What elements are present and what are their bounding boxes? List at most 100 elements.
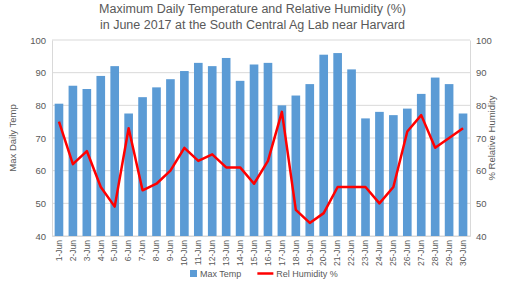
tick-label: 11-Jun [193,240,203,266]
tick-label: 100 [476,35,492,46]
chart: Maximum Daily Temperature and Relative H… [0,0,505,284]
y2-axis-title: % Relative Humidity [486,95,497,180]
tick: 8-Jun [151,236,161,261]
tick: 16-Jun [263,236,273,266]
tick-label: 19-Jun [304,240,314,266]
tick: 2-Jun [68,236,78,261]
tick-label: 7-Jun [137,240,147,262]
tick: 15-Jun [249,236,259,266]
tick: 100 [30,35,52,46]
tick: 18-Jun [291,236,301,266]
tick-label: 13-Jun [221,240,231,266]
tick-label: 60 [476,165,487,176]
tick-label: 21-Jun [332,240,342,266]
tick: 24-Jun [374,236,384,266]
tick-label: 8-Jun [151,240,161,262]
legend-item: Rel Humidity % [257,269,338,279]
title: Maximum Daily Temperature and Relative H… [99,2,406,32]
title-line: in June 2017 at the South Central Ag Lab… [100,18,405,32]
tick-label: 27-Jun [416,240,426,266]
tick: 4-Jun [95,236,105,261]
bar [333,53,342,236]
bar-series [55,53,468,236]
bar [236,81,245,236]
tick-label: 23-Jun [360,240,370,266]
tick-label: 2-Jun [68,240,78,262]
bar [222,58,231,236]
tick-label: 50 [35,198,46,209]
tick: 50 [35,198,52,209]
tick: 40 [35,231,52,242]
tick: 14-Jun [235,236,245,266]
line [59,112,463,223]
tick: 80 [470,100,487,111]
bar [110,66,119,236]
tick-label: 6-Jun [123,240,133,262]
bar [445,84,454,236]
tick: 29-Jun [444,236,454,266]
tick-label: 15-Jun [249,240,259,266]
axis-line [52,41,53,237]
legend-swatch [190,270,197,277]
tick-label: 4-Jun [95,240,105,262]
legend-item: Max Temp [190,269,241,279]
tick-label: 10-Jun [179,240,189,266]
tick-label: 5-Jun [109,240,119,262]
tick: 27-Jun [416,236,426,266]
grid-line [52,40,470,41]
tick-label: 40 [476,231,487,242]
tick: 17-Jun [277,236,287,266]
tick-label: 90 [35,67,46,78]
tick-label: 20-Jun [318,240,328,266]
tick: 23-Jun [360,236,370,266]
bar [152,87,161,236]
bar [194,63,203,236]
tick: 100 [470,35,492,46]
axis-line [470,41,471,237]
tick: 20-Jun [318,236,328,266]
legend-swatch [257,272,273,275]
tick-label: 28-Jun [430,240,440,266]
bar [83,89,92,236]
tick: 19-Jun [304,236,314,266]
tick-label: 1-Jun [54,240,64,262]
tick-label: 14-Jun [235,240,245,266]
tick: 70 [35,133,52,144]
tick: 3-Jun [82,236,92,261]
plot-area [55,53,468,236]
tick-label: 60 [35,165,46,176]
legend: Max Temp Rel Humidity % [190,269,338,279]
tick: 10-Jun [179,236,189,266]
tick: 90 [470,67,487,78]
tick: 11-Jun [193,236,203,265]
tick: 5-Jun [109,236,119,261]
tick: 40 [470,231,487,242]
tick: 30-Jun [458,236,468,266]
tick-label: 70 [476,133,487,144]
bar [292,96,301,236]
tick: 9-Jun [165,236,175,261]
tick: 7-Jun [137,236,147,261]
tick-label: 40 [35,231,46,242]
tick: 1-Jun [54,236,64,261]
tick-label: 18-Jun [291,240,301,266]
bar [361,118,370,236]
grid [52,40,470,236]
tick: 21-Jun [332,236,342,266]
bar [138,97,147,236]
tick: 26-Jun [402,236,412,266]
tick: 6-Jun [123,236,133,261]
tick-label: 16-Jun [263,240,273,266]
tick: 22-Jun [346,236,356,266]
tick-label: 29-Jun [444,240,454,266]
bar [375,112,384,236]
bar [431,78,440,236]
bar [208,66,217,236]
tick: 25-Jun [388,236,398,266]
bar [459,114,468,237]
tick-label: 22-Jun [346,240,356,266]
bar [305,84,314,236]
tick-label: 70 [35,133,46,144]
axis-line [53,236,471,237]
tick: 13-Jun [221,236,231,266]
